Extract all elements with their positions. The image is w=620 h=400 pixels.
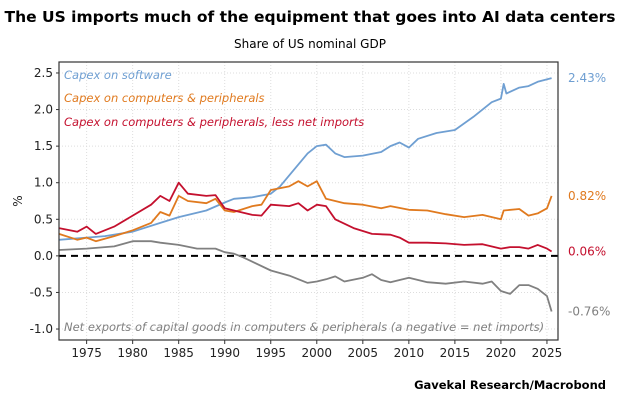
legend-net-exports: Net exports of capital goods in computer… [64,320,544,334]
gridlines [59,62,558,340]
legend-computers: Capex on computers & peripherals [64,91,265,105]
x-tick-label: 1975 [71,346,102,360]
y-tick-label: 1.0 [34,176,53,190]
end-labels: 2.43% 0.82% 0.06% -0.76% [568,71,610,318]
x-tick-label: 1985 [163,346,194,360]
y-tick-label: -0.5 [30,285,53,299]
x-tick-label: 2020 [486,346,517,360]
x-tick-label: 2025 [532,346,563,360]
series-line-3 [58,240,553,312]
series-line-2 [58,181,553,253]
chart-subtitle: Share of US nominal GDP [234,37,386,51]
legend-software: Capex on software [64,68,172,82]
series-line-0 [58,77,552,241]
chart-title: The US imports much of the equipment tha… [5,8,616,26]
x-tick-label: 1995 [255,346,286,360]
x-tick-label: 1990 [209,346,240,360]
y-tick-label: 2.5 [34,66,53,80]
y-tick-label: 0.0 [34,249,53,263]
y-tick-label: 2.0 [34,103,53,117]
x-tick-label: 2010 [394,346,425,360]
x-tick-label: 2005 [348,346,379,360]
y-tick-label: 1.5 [34,139,53,153]
x-tick-label: 1980 [117,346,148,360]
end-label-2: 0.06% [568,244,606,258]
plot-frame [58,61,559,341]
series-line-1 [58,180,553,243]
end-label-1: 0.82% [568,189,606,203]
end-label-3: -0.76% [568,304,610,318]
source-label: Gavekal Research/Macrobond [414,378,606,392]
y-tick-label: -1.0 [30,322,53,336]
series-lines [58,77,558,312]
end-label-0: 2.43% [568,71,606,85]
axes: 2.5 2.0 1.5 1.0 0.5 0.0 -0.5 -1.0 1975 1980 1985 19… [30,61,563,360]
x-tick-label: 2000 [302,346,333,360]
y-axis-label: % [11,195,25,206]
y-tick-label: 0.5 [34,212,53,226]
x-tick-label: 2015 [440,346,471,360]
legend-computers-less-imports: Capex on computers & peripherals, less n… [64,115,364,129]
